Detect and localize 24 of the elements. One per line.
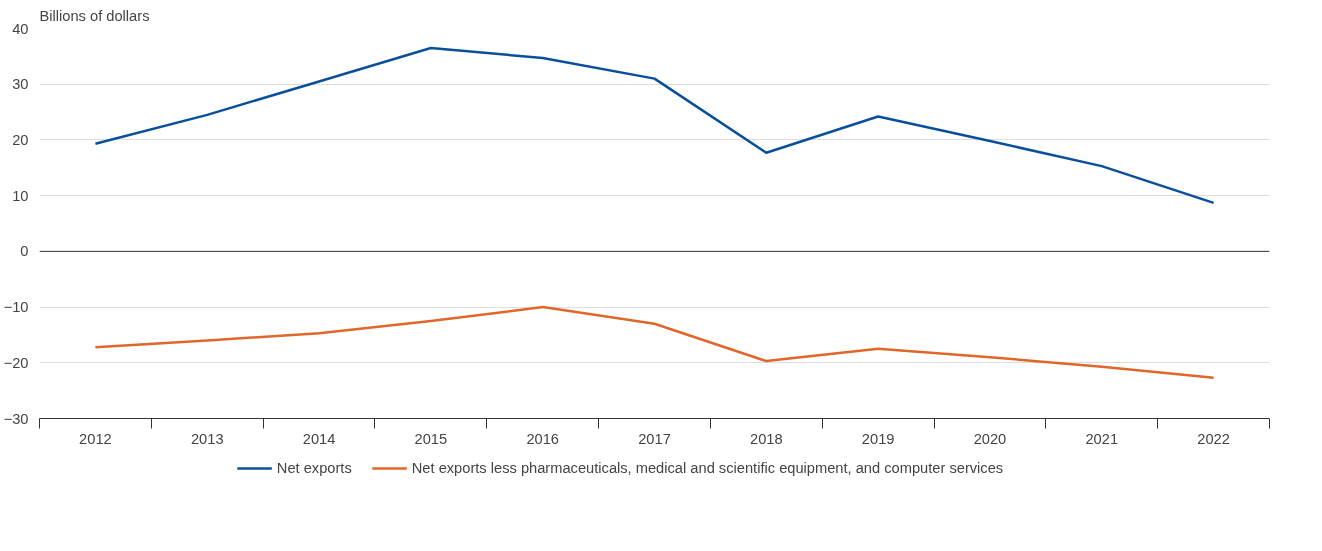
legend-label: Net exports: [276, 460, 352, 476]
y-tick-label: −20: [3, 354, 29, 371]
x-tick-label: 2020: [973, 430, 1007, 447]
x-tick-label: 2013: [190, 430, 224, 447]
y-tick-label: 20: [12, 131, 29, 148]
x-tick-label: 2022: [1197, 430, 1230, 447]
y-tick-label: 30: [12, 76, 29, 93]
x-tick-label: 2015: [414, 430, 448, 447]
y-tick-label: 10: [12, 187, 29, 204]
x-tick-label: 2016: [526, 430, 559, 447]
x-tick-label: 2017: [638, 430, 671, 447]
line-series: [94, 46, 1215, 205]
x-tick-label: 2019: [861, 430, 895, 447]
x-tick-label: 2018: [750, 430, 783, 447]
x-tick-label: 2014: [302, 430, 336, 447]
y-tick-label: 40: [12, 20, 29, 37]
y-tick-label: −30: [3, 410, 29, 427]
y-tick-label: −10: [3, 299, 29, 316]
x-tick-label: 2012: [79, 430, 112, 447]
y-axis-title: Billions of dollars: [39, 7, 150, 24]
x-tick-label: 2021: [1085, 430, 1119, 447]
y-tick-label: 0: [20, 243, 29, 260]
legend-label: Net exports less pharmaceuticals, medical and scientific equipment, and computer services: [411, 460, 1004, 476]
line-series: [94, 305, 1215, 380]
